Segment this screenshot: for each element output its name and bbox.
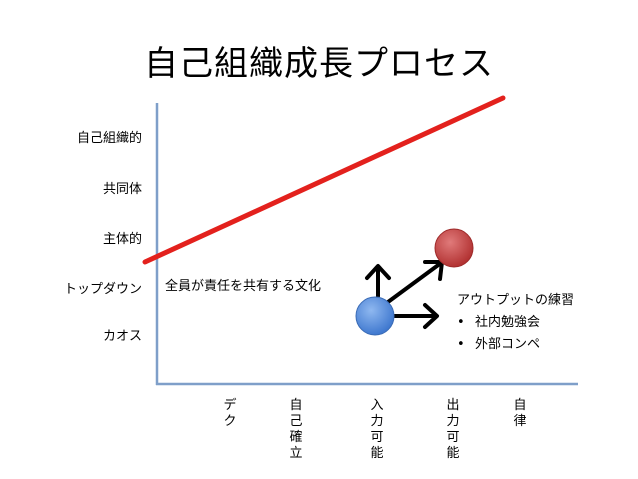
- x-label-stage-3: 入力可能: [370, 398, 384, 461]
- growth-trend-line: [142, 95, 506, 265]
- output-practice-list: 社内勉強会 外部コンペ: [457, 312, 574, 356]
- current-state-node: [355, 296, 395, 336]
- y-label-autonomous: 主体的: [102, 232, 142, 247]
- arrow-up-icon: [365, 264, 391, 298]
- output-practice-box: アウトプットの練習 社内勉強会 外部コンペ: [457, 290, 574, 356]
- y-label-top-down: トップダウン: [63, 282, 142, 297]
- output-practice-item: 社内勉強会: [457, 312, 574, 334]
- arrow-right-icon: [393, 303, 439, 329]
- x-label-stage-5: 自律: [513, 398, 527, 429]
- y-label-community: 共同体: [102, 182, 142, 197]
- x-label-stage-2: 自己確立: [289, 398, 303, 461]
- x-label-stage-1: デク: [223, 398, 237, 429]
- x-label-stage-4: 出力可能: [446, 398, 460, 461]
- target-state-node: [434, 228, 474, 268]
- shared-responsibility-label: 全員が責任を共有する文化: [165, 279, 322, 294]
- page-title: 自己組織成長プロセス: [144, 44, 494, 84]
- output-practice-heading: アウトプットの練習: [457, 293, 575, 308]
- arrow-up-right-icon: [386, 260, 444, 304]
- output-practice-item: 外部コンペ: [457, 334, 574, 356]
- y-label-self-organizing: 自己組織的: [76, 131, 142, 146]
- y-label-chaos: カオス: [102, 329, 142, 344]
